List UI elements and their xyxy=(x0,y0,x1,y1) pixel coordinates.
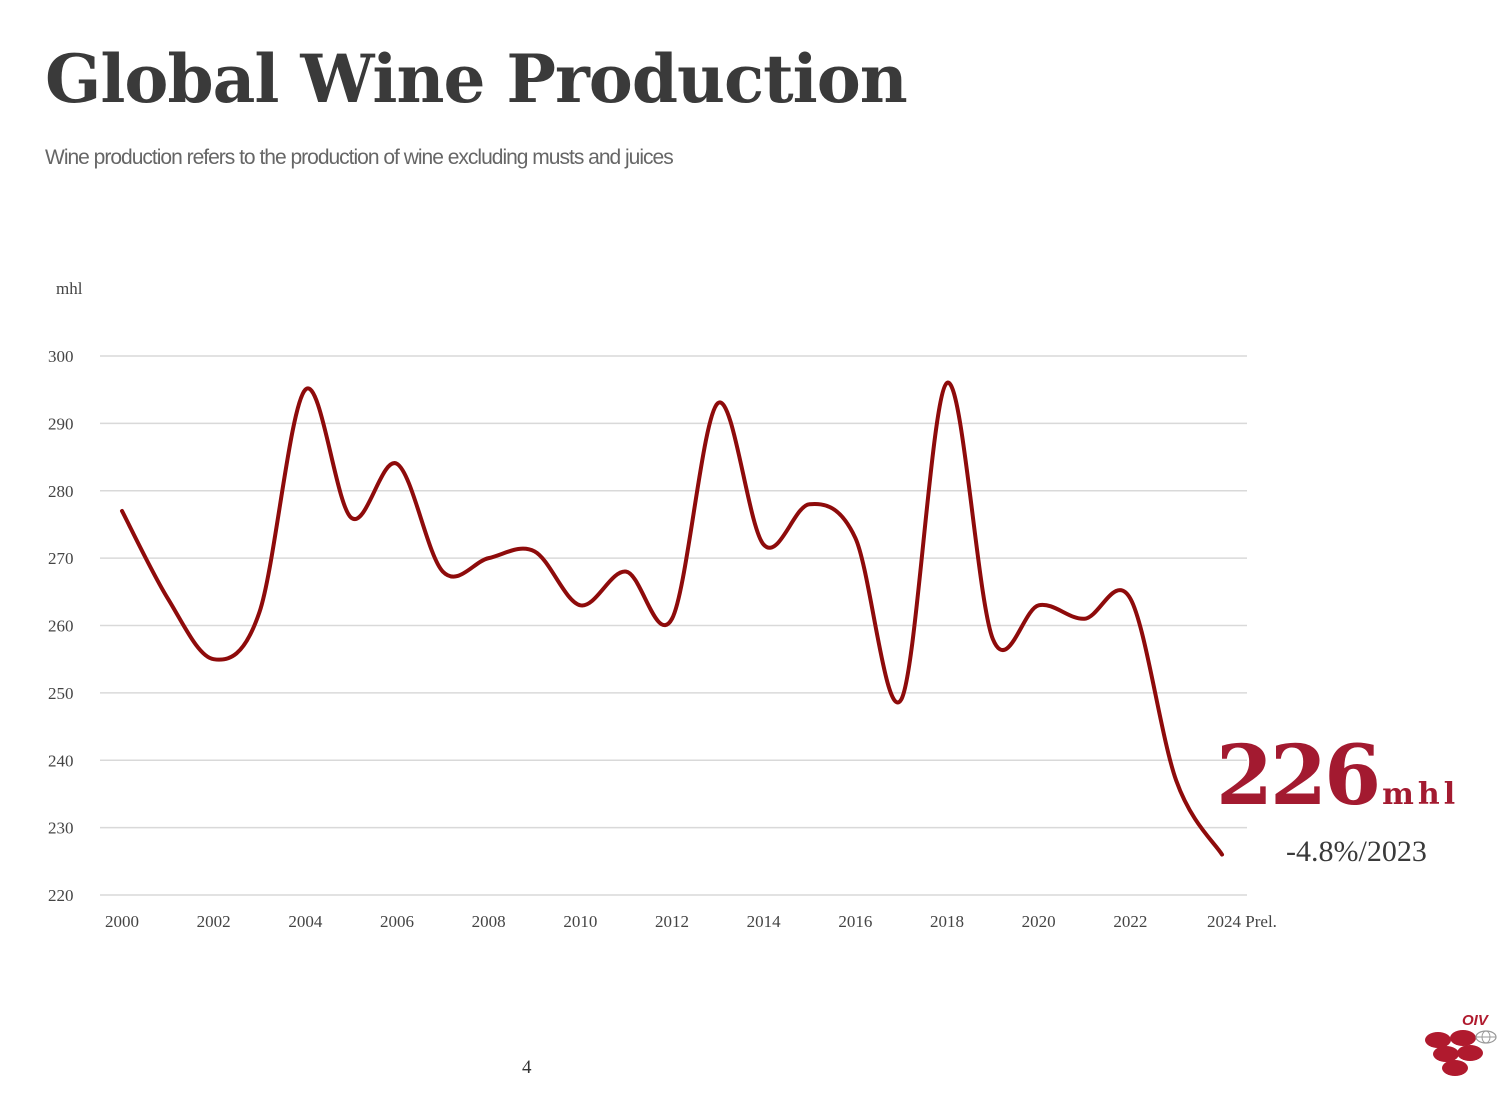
y-axis-label: mhl xyxy=(56,279,83,298)
x-tick-label: 2012 xyxy=(655,912,689,931)
x-tick-label: 2000 xyxy=(105,912,139,931)
x-tick-label: 2016 xyxy=(838,912,872,931)
x-ticks: 2000 2002 2004 2006 2008 2010 2012 2014 2016 2018… xyxy=(105,912,1277,931)
latest-value-callout: 226 mhl xyxy=(1216,728,1459,824)
x-tick-label: 2010 xyxy=(563,912,597,931)
x-tick-label: 2002 xyxy=(197,912,231,931)
y-tick-label: 300 xyxy=(48,347,74,366)
x-tick-label: 2006 xyxy=(380,912,414,931)
x-tick-label: 2008 xyxy=(472,912,506,931)
y-tick-label: 230 xyxy=(48,819,74,838)
y-tick-label: 290 xyxy=(48,414,74,433)
x-tick-label: 2024 Prel. xyxy=(1207,912,1277,931)
y-tick-label: 270 xyxy=(48,549,74,568)
x-tick-label: 2014 xyxy=(747,912,782,931)
y-tick-label: 220 xyxy=(48,886,74,905)
page-subtitle: Wine production refers to the production… xyxy=(45,146,674,169)
y-tick-label: 280 xyxy=(48,482,74,501)
x-tick-label: 2018 xyxy=(930,912,964,931)
latest-value: 226 xyxy=(1216,728,1381,824)
latest-value-unit: mhl xyxy=(1382,777,1460,812)
x-tick-label: 2004 xyxy=(288,912,323,931)
x-tick-label: 2020 xyxy=(1022,912,1056,931)
series-line xyxy=(120,380,1224,857)
page-title: Global Wine Production xyxy=(45,40,908,118)
oiv-logo: OIV xyxy=(1425,1012,1497,1076)
y-ticks: 220 230 240 250 260 270 280 290 300 xyxy=(48,347,74,905)
yoy-change: -4.8%/2023 xyxy=(1286,835,1427,868)
y-tick-label: 240 xyxy=(48,751,74,770)
page-number: 4 xyxy=(522,1057,532,1078)
svg-text:OIV: OIV xyxy=(1462,1012,1490,1029)
x-tick-label: 2022 xyxy=(1113,912,1147,931)
grid xyxy=(100,355,1247,896)
y-tick-label: 250 xyxy=(48,684,74,703)
y-tick-label: 260 xyxy=(48,617,74,636)
